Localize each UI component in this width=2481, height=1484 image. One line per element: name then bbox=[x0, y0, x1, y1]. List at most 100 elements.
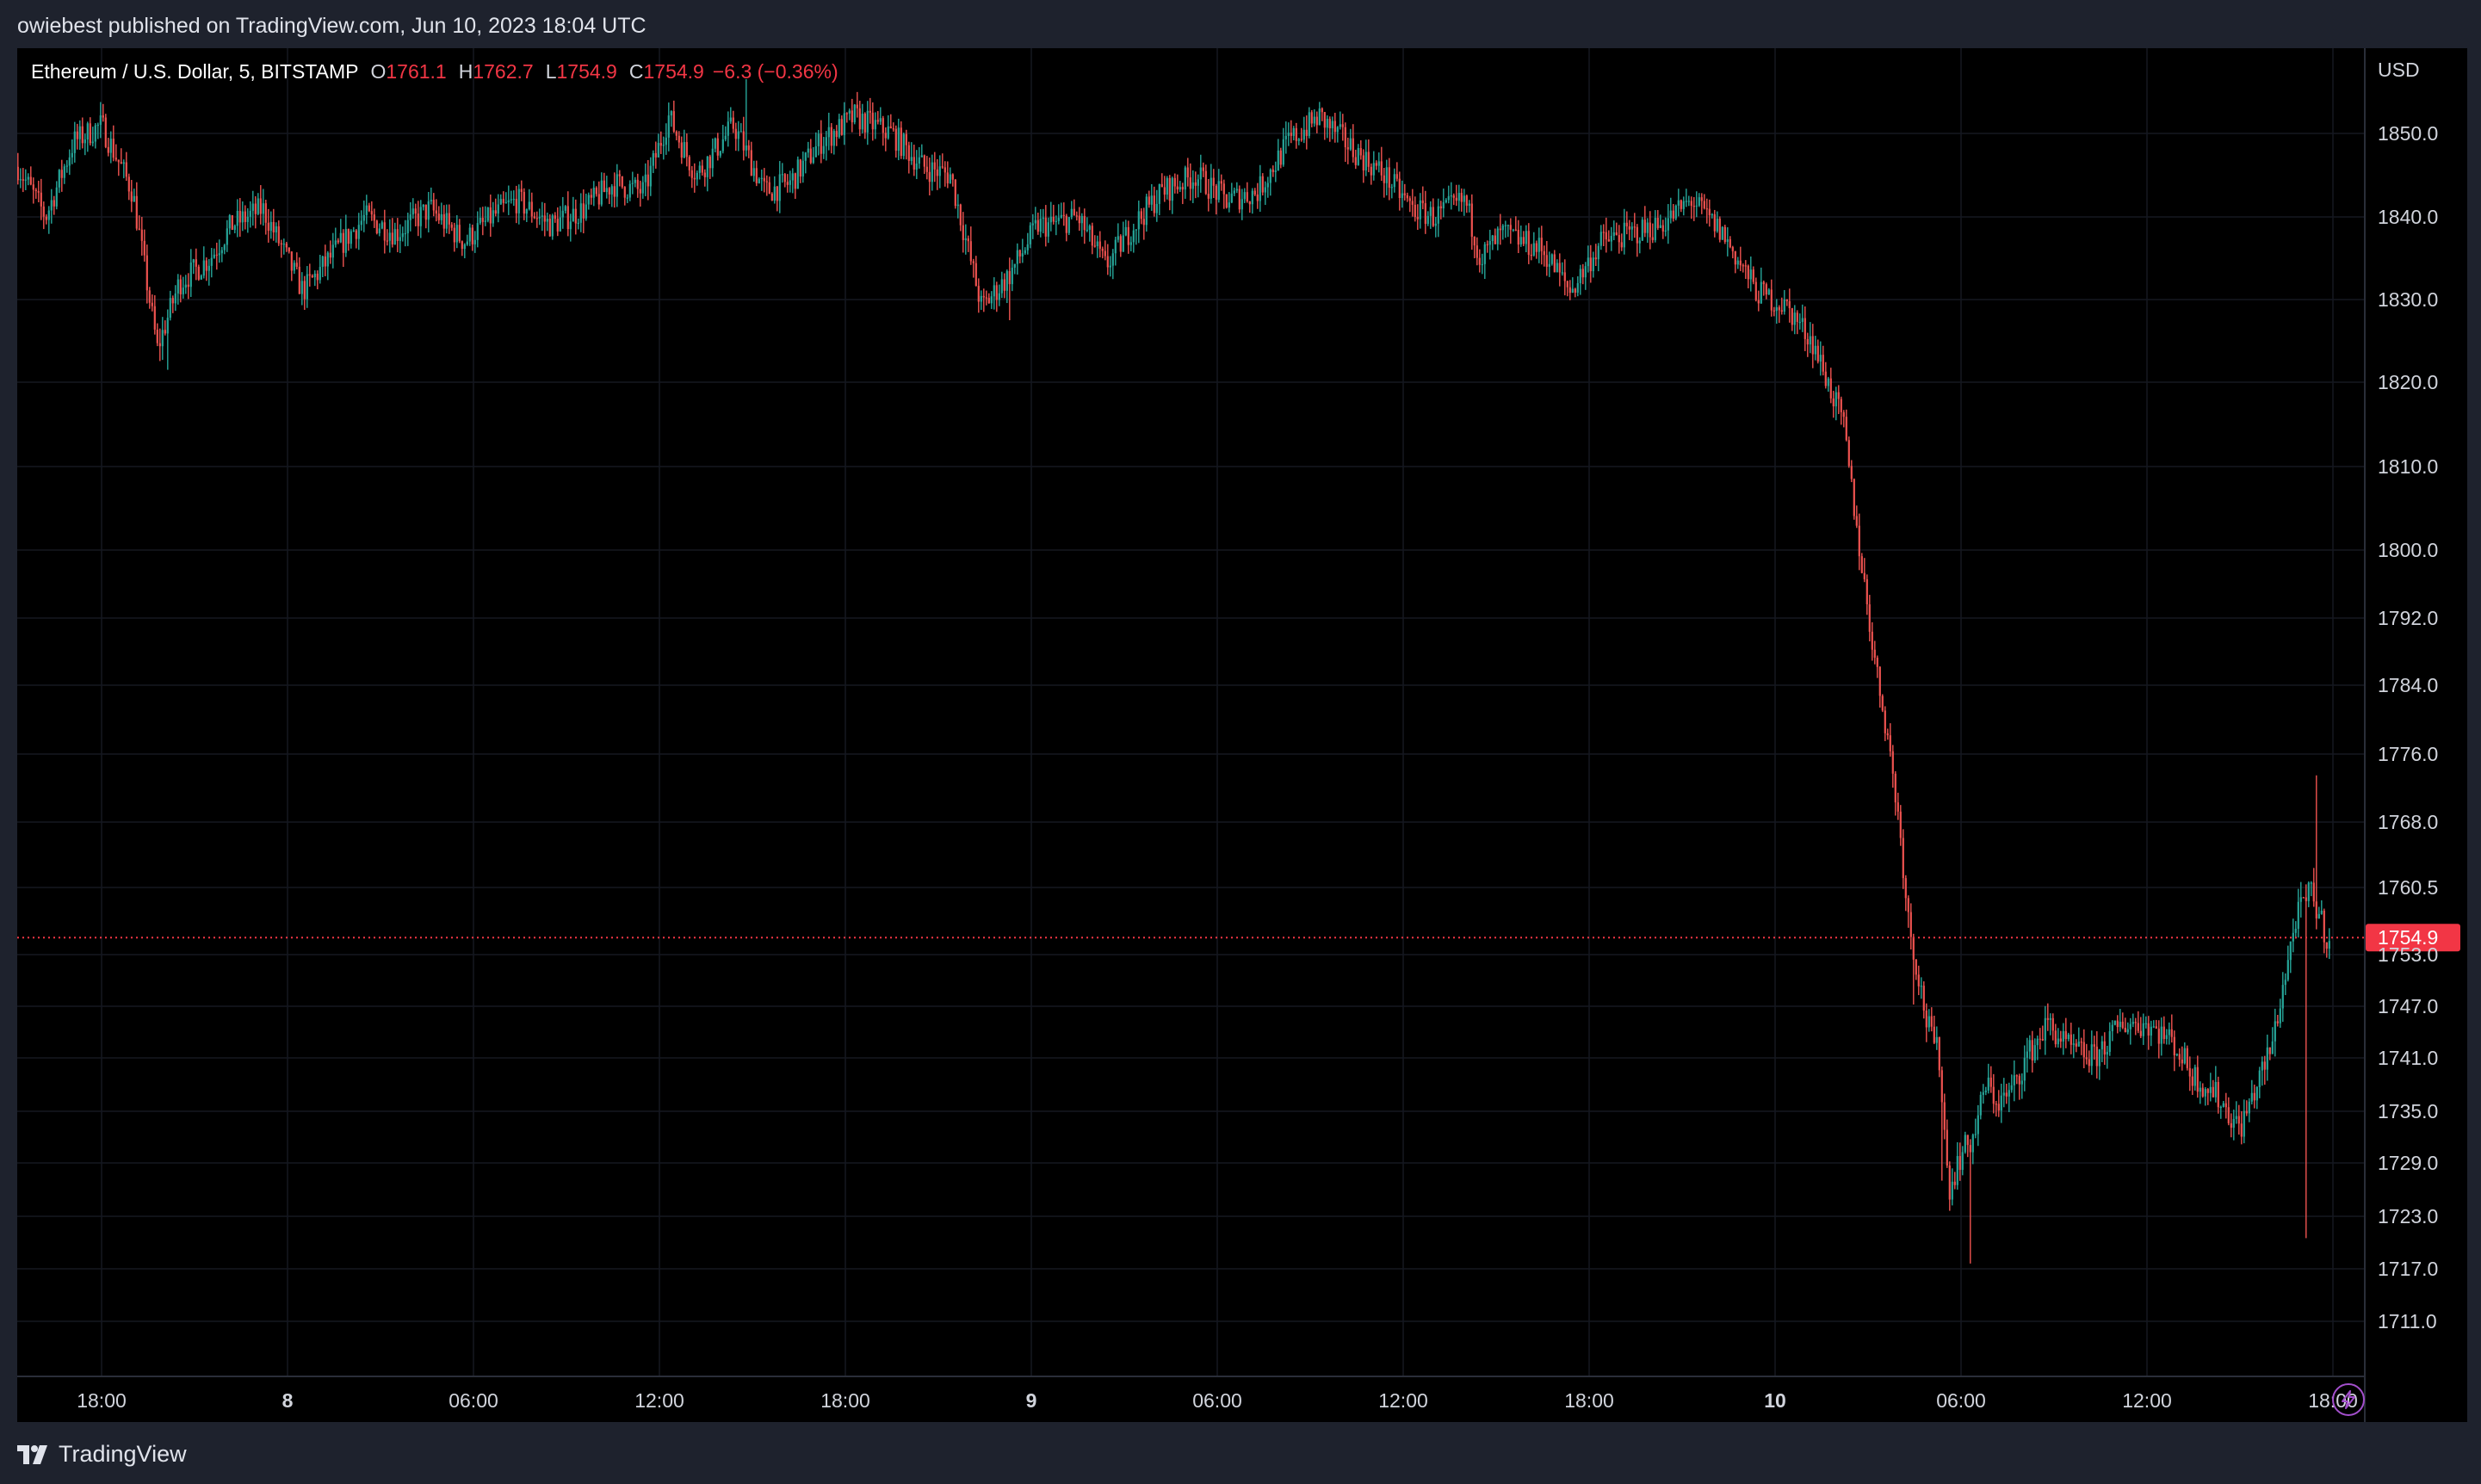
candle-body bbox=[618, 174, 621, 176]
candle-body bbox=[1891, 751, 1894, 774]
candle-body bbox=[298, 266, 300, 294]
candle-body bbox=[2155, 1026, 2157, 1029]
candle-body bbox=[2279, 1008, 2281, 1023]
candle-body bbox=[1091, 226, 1093, 246]
candle-body bbox=[417, 213, 419, 226]
candle-body bbox=[195, 259, 197, 267]
candle-body bbox=[2186, 1048, 2188, 1068]
candle-body bbox=[275, 226, 277, 232]
candle-body bbox=[737, 131, 739, 139]
candle-body bbox=[698, 165, 701, 173]
candle-body bbox=[1695, 205, 1698, 207]
candle-body bbox=[569, 221, 572, 230]
candle-body bbox=[1824, 371, 1827, 386]
candle-body bbox=[1008, 270, 1011, 285]
close-value: 1754.9 bbox=[643, 60, 704, 83]
candle-body bbox=[597, 194, 600, 205]
candle-body bbox=[1251, 190, 1253, 205]
candle-body bbox=[1692, 206, 1695, 207]
candle-body bbox=[102, 115, 104, 118]
candle-body bbox=[776, 186, 778, 201]
candle-body bbox=[512, 198, 515, 201]
candle-body bbox=[2250, 1092, 2253, 1102]
candle-body bbox=[1930, 1016, 1933, 1027]
candle-body bbox=[437, 213, 440, 220]
candle-body bbox=[644, 174, 647, 182]
candle-body bbox=[1876, 658, 1878, 667]
candle-body bbox=[381, 222, 383, 229]
candle-body bbox=[1788, 300, 1791, 309]
candle-body bbox=[430, 200, 432, 201]
candle-body bbox=[1414, 204, 1416, 218]
candle-body bbox=[1757, 300, 1760, 304]
candle-body bbox=[2039, 1038, 2041, 1040]
candle-body bbox=[2129, 1023, 2131, 1030]
candle-body bbox=[1070, 208, 1073, 218]
x-tick-label: 10 bbox=[1764, 1389, 1786, 1412]
candle-body bbox=[1228, 202, 1230, 208]
candle-body bbox=[295, 263, 298, 267]
candle-body bbox=[2049, 1017, 2051, 1020]
brand[interactable]: TradingView bbox=[17, 1441, 187, 1468]
currency-label: USD bbox=[2378, 59, 2420, 81]
candle-body bbox=[1269, 169, 1271, 183]
candle-body bbox=[29, 176, 32, 185]
candle-body bbox=[368, 205, 370, 212]
candle-body bbox=[1439, 206, 1442, 209]
candle-body bbox=[1775, 306, 1778, 312]
candle-body bbox=[1532, 243, 1535, 256]
candle-body bbox=[1331, 121, 1333, 129]
candle-body bbox=[1961, 1152, 1964, 1171]
candle-body bbox=[1106, 256, 1109, 268]
candle-body bbox=[814, 145, 817, 158]
candle-body bbox=[316, 273, 319, 281]
candle-body bbox=[42, 206, 45, 217]
candle-body bbox=[845, 113, 848, 114]
candle-body bbox=[1160, 183, 1163, 188]
candle-body bbox=[109, 139, 112, 153]
candle-body bbox=[1659, 225, 1661, 228]
candle-body bbox=[218, 253, 220, 256]
candle-body bbox=[546, 218, 548, 222]
candle-body bbox=[1760, 281, 1762, 304]
candle-body bbox=[205, 260, 207, 271]
candle-body bbox=[1137, 211, 1140, 230]
candle-body bbox=[1576, 282, 1579, 293]
candle-body bbox=[789, 180, 791, 185]
y-tick-label: 1723.0 bbox=[2378, 1205, 2438, 1227]
candle-body bbox=[582, 203, 585, 219]
chart-frame[interactable]: 1754.9 USD 1850.0 1840.0 1830.0 1820.0 1810.0… bbox=[17, 48, 2467, 1422]
last-price-badge bbox=[2366, 924, 2460, 952]
candle-body bbox=[1530, 254, 1532, 257]
candle-body bbox=[538, 216, 541, 219]
candle-body bbox=[1793, 312, 1796, 325]
candle-body bbox=[801, 160, 804, 177]
candle-body bbox=[1667, 218, 1669, 231]
candle-body bbox=[1855, 516, 1858, 526]
candle-body bbox=[2093, 1044, 2095, 1047]
candle-body bbox=[1837, 392, 1840, 399]
price-chart[interactable]: 1754.9 USD 1850.0 1840.0 1830.0 1820.0 1810.0… bbox=[17, 48, 2467, 1422]
candle-body bbox=[1765, 284, 1767, 295]
candle-body bbox=[2144, 1023, 2147, 1024]
high-label: H bbox=[458, 60, 473, 83]
candle-body bbox=[244, 211, 246, 222]
candle-body bbox=[1093, 245, 1096, 247]
candle-body bbox=[207, 265, 210, 271]
lightning-icon[interactable] bbox=[2332, 1383, 2365, 1416]
candle-body bbox=[254, 203, 257, 214]
candle-body bbox=[2059, 1038, 2062, 1042]
candle-body bbox=[794, 173, 796, 189]
candle-body bbox=[843, 113, 845, 135]
candle-body bbox=[2268, 1047, 2271, 1054]
y-tick-label: 1784.0 bbox=[2378, 674, 2438, 696]
candle-body bbox=[1822, 355, 1824, 372]
symbol-title[interactable]: Ethereum / U.S. Dollar, 5, BITSTAMP bbox=[31, 60, 359, 83]
candle-body bbox=[918, 157, 920, 164]
candle-body bbox=[2013, 1075, 2015, 1085]
candle-body bbox=[2188, 1067, 2191, 1077]
candle-body bbox=[329, 252, 331, 258]
candle-body bbox=[1579, 269, 1581, 283]
candle-body bbox=[1636, 226, 1638, 244]
candle-body bbox=[1736, 260, 1739, 265]
